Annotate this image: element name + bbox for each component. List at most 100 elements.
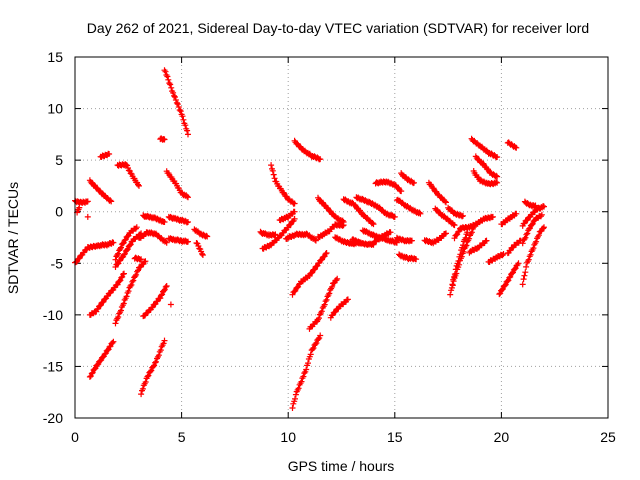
y-axis-label: SDTVAR / TECUs	[5, 182, 21, 294]
plus-markers	[447, 224, 477, 298]
data-track	[468, 135, 501, 161]
plus-markers	[114, 161, 142, 189]
plus-markers	[519, 224, 547, 288]
data-track	[327, 296, 351, 321]
data-track	[131, 254, 145, 263]
data-track	[289, 332, 324, 411]
data-track	[165, 213, 191, 226]
plus-markers	[466, 237, 490, 256]
data-track	[504, 237, 524, 257]
plus-markers	[396, 251, 420, 263]
y-tick-label: 15	[47, 49, 63, 65]
data-track	[519, 224, 547, 288]
data-track	[372, 178, 405, 195]
data-track	[268, 162, 298, 207]
data-track	[470, 168, 501, 188]
plus-markers	[306, 275, 341, 332]
plus-markers	[485, 251, 507, 265]
y-tick-label: 10	[47, 101, 63, 117]
data-track	[466, 237, 490, 256]
y-tick-label: -20	[43, 410, 63, 426]
data-track	[157, 135, 168, 143]
plus-markers	[191, 226, 211, 240]
data-track	[161, 67, 191, 138]
axis-ticks: 0 5 10 15 20 25 -20 -15 -10 -5 0 5 10 15	[43, 49, 616, 445]
data-track	[370, 229, 394, 247]
data-track	[519, 211, 545, 247]
plus-markers	[86, 270, 127, 318]
plus-markers	[161, 67, 191, 138]
data-track	[504, 139, 520, 151]
data-track	[140, 283, 170, 320]
data-track	[398, 170, 417, 187]
plus-markers	[370, 229, 394, 247]
y-tick-label: -15	[43, 358, 63, 374]
data-track	[306, 275, 341, 332]
data-track	[72, 239, 117, 266]
plus-markers	[167, 301, 174, 308]
y-tick-label: -5	[51, 255, 64, 271]
x-tick-label: 0	[71, 429, 79, 445]
plus-markers	[140, 212, 168, 225]
plus-markers	[451, 213, 496, 242]
plus-markers	[398, 170, 417, 187]
y-tick-label: 5	[55, 152, 63, 168]
plus-markers	[112, 224, 140, 263]
plus-markers	[393, 196, 424, 217]
x-tick-label: 20	[494, 429, 510, 445]
plus-markers	[445, 204, 466, 220]
plus-markers	[470, 168, 501, 188]
data-track	[74, 204, 83, 216]
plus-markers	[165, 213, 191, 226]
data-track	[289, 250, 330, 298]
plus-markers	[472, 153, 501, 180]
data-track	[86, 338, 117, 380]
data-track	[340, 196, 377, 228]
x-tick-label: 5	[178, 429, 186, 445]
plus-markers	[193, 240, 206, 258]
data-marks	[72, 67, 547, 411]
data-track	[138, 337, 168, 398]
data-track	[136, 229, 170, 246]
data-track	[167, 301, 174, 308]
plus-markers	[498, 210, 520, 228]
data-track	[165, 235, 191, 245]
plus-markers	[84, 213, 91, 220]
plot-frame	[74, 56, 609, 419]
plus-markers	[276, 208, 298, 224]
plus-markers	[393, 234, 415, 245]
plus-markers	[72, 239, 117, 266]
data-track	[97, 150, 113, 160]
data-track	[449, 229, 471, 288]
data-track	[163, 168, 191, 201]
plus-markers	[97, 150, 113, 160]
plus-markers	[112, 258, 149, 327]
data-track	[498, 210, 520, 228]
data-track	[485, 251, 507, 265]
data-track	[451, 213, 496, 242]
plus-markers	[163, 168, 191, 201]
plus-markers	[136, 229, 170, 246]
data-track	[421, 230, 449, 247]
plus-markers	[268, 162, 298, 207]
data-track	[257, 228, 279, 239]
x-tick-label: 25	[600, 429, 616, 445]
plus-markers	[257, 228, 279, 239]
plus-markers	[291, 137, 324, 163]
plus-markers	[157, 135, 168, 143]
data-track	[84, 213, 91, 220]
data-track	[140, 212, 168, 225]
chart-title: Day 262 of 2021, Sidereal Day-to-day VTE…	[87, 20, 589, 36]
data-track	[445, 204, 466, 220]
data-track	[291, 137, 324, 163]
plus-markers	[372, 178, 405, 195]
data-track	[432, 205, 458, 229]
x-tick-label: 10	[280, 429, 296, 445]
plus-markers	[519, 203, 547, 229]
data-track	[519, 203, 547, 229]
data-track	[283, 230, 319, 244]
y-tick-label: 0	[55, 204, 63, 220]
data-track	[112, 230, 145, 270]
plus-markers	[349, 236, 377, 248]
